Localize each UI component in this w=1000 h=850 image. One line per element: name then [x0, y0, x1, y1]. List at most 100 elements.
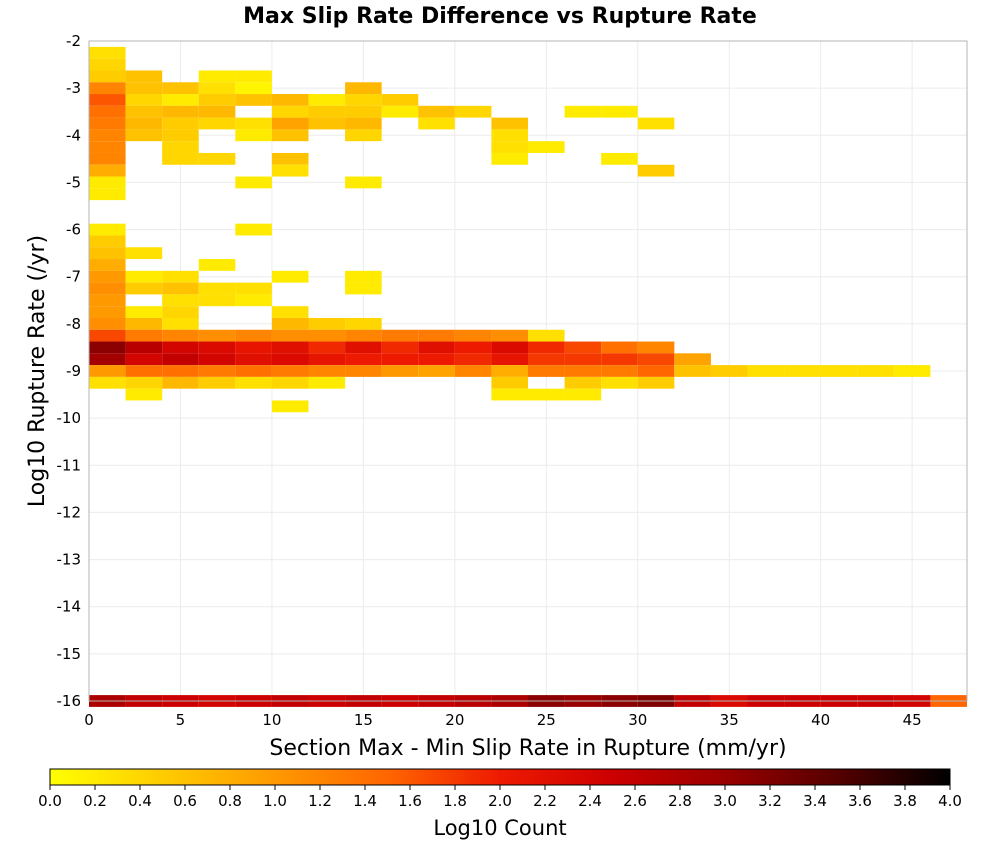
- heatmap-cell: [125, 94, 163, 106]
- x-tick-label: 35: [720, 711, 739, 729]
- heatmap-cell: [89, 223, 126, 236]
- heatmap-cell: [89, 341, 126, 354]
- heatmap-cell: [89, 58, 126, 71]
- heatmap-cell: [162, 365, 199, 377]
- y-tick-label: -10: [57, 409, 82, 427]
- heatmap-cell: [235, 82, 272, 95]
- colorbar-tick-label: 3.6: [848, 792, 872, 810]
- heatmap-cell: [418, 341, 455, 354]
- heatmap-cell: [601, 365, 638, 377]
- colorbar-ticks: 0.0 0.2 0.4 0.6 0.8 1.0 1.2 1.4 1.6 1.8 2.0 2.2 2.4 2…: [38, 785, 962, 810]
- heatmap-cell: [198, 353, 236, 366]
- heatmap-cell: [125, 317, 163, 330]
- heatmap-cell: [528, 365, 565, 377]
- heatmap-cell: [308, 94, 346, 106]
- heatmap-cell: [235, 341, 272, 354]
- y-tick-label: -7: [66, 268, 81, 286]
- heatmap-cell: [235, 365, 272, 377]
- heatmap-cell: [235, 129, 272, 142]
- heatmap-cell: [89, 376, 126, 389]
- heatmap-cell: [198, 365, 236, 377]
- heatmap-cell: [125, 376, 163, 389]
- heatmap-cell: [198, 259, 236, 271]
- heatmap-cell: [125, 247, 163, 260]
- heatmap-cell: [89, 294, 126, 307]
- heatmap-cell: [162, 94, 199, 106]
- heatmap-cell: [491, 353, 528, 366]
- heatmap-cell: [89, 152, 126, 165]
- x-tick-label: 40: [811, 711, 830, 729]
- colorbar-tick-label: 1.0: [263, 792, 287, 810]
- heatmap-cell: [162, 117, 199, 130]
- x-tick-label: 0: [84, 711, 94, 729]
- heatmap-cell: [162, 141, 199, 153]
- heatmap-cell: [345, 129, 382, 142]
- heatmap-cell: [89, 176, 126, 189]
- colorbar-tick-label: 1.4: [353, 792, 377, 810]
- heatmap-cell: [271, 306, 309, 318]
- heatmap-cell: [454, 353, 492, 366]
- y-tick-label: -3: [66, 79, 81, 97]
- heatmap-cell: [198, 117, 236, 130]
- heatmap-cell: [271, 365, 309, 377]
- y-tick-label: -12: [57, 503, 82, 521]
- heatmap-cell: [820, 365, 858, 377]
- colorbar-tick-label: 2.6: [623, 792, 647, 810]
- heatmap-cell: [271, 152, 309, 165]
- heatmap-cell: [418, 329, 455, 342]
- x-tick-label: 10: [262, 711, 281, 729]
- colorbar-tick-label: 3.4: [803, 792, 827, 810]
- heatmap-cell: [89, 247, 126, 260]
- heatmap-cell: [125, 270, 163, 283]
- heatmap-cell: [564, 353, 602, 366]
- y-tick-label: -9: [66, 362, 81, 380]
- heatmap-cell: [308, 329, 346, 342]
- heatmap-cell: [345, 117, 382, 130]
- heatmap-cell: [89, 46, 126, 59]
- heatmap-cell: [235, 353, 272, 366]
- heatmap-cell: [125, 282, 163, 295]
- heatmap-cell: [893, 365, 931, 377]
- heatmap-cell: [271, 117, 309, 130]
- colorbar-tick-label: 3.8: [893, 792, 917, 810]
- heatmap-cell: [235, 70, 272, 83]
- heatmap-cell: [637, 376, 675, 389]
- heatmap-cell: [271, 164, 309, 177]
- colorbar-tick-label: 2.4: [578, 792, 602, 810]
- colorbar-tick-label: 2.8: [668, 792, 692, 810]
- colorbar-tick-label: 0.4: [128, 792, 152, 810]
- heatmap-cell: [235, 329, 272, 342]
- y-axis-ticks: -2 -3 -4 -5 -6 -7 -8 -9 -10 -11 -12 -13 -14 -15 -16: [57, 32, 82, 710]
- heatmap-cell: [345, 82, 382, 95]
- heatmap-cell: [601, 353, 638, 366]
- heatmap-cell: [89, 164, 126, 177]
- heatmap-cell: [857, 365, 894, 377]
- colorbar-tick-label: 3.2: [758, 792, 782, 810]
- colorbar: [49, 768, 951, 786]
- heatmap-cell: [528, 341, 565, 354]
- heatmap-cell: [345, 353, 382, 366]
- plot-frame: [88, 40, 968, 702]
- heatmap-cell: [89, 306, 126, 318]
- heatmap-cell: [89, 105, 126, 118]
- heatmap-cell: [89, 353, 126, 366]
- y-tick-label: -5: [66, 173, 81, 191]
- heatmap-cell: [345, 282, 382, 295]
- y-tick-label: -6: [66, 221, 81, 239]
- heatmap-cell: [198, 82, 236, 95]
- y-tick-label: -11: [57, 456, 82, 474]
- colorbar-tick-label: 3.0: [713, 792, 737, 810]
- heatmap-cell: [125, 82, 163, 95]
- heatmap-cell: [198, 70, 236, 83]
- heatmap-cell: [345, 317, 382, 330]
- heatmap-cell: [345, 270, 382, 283]
- heatmap-cell: [198, 329, 236, 342]
- heatmap-cell: [345, 176, 382, 189]
- x-tick-label: 45: [903, 711, 922, 729]
- heatmap-cells: [89, 46, 967, 707]
- heatmap-cell: [345, 105, 382, 118]
- heatmap-cell: [308, 376, 346, 389]
- heatmap-cell: [308, 341, 346, 354]
- heatmap-cell: [637, 365, 675, 377]
- heatmap-cell: [710, 365, 748, 377]
